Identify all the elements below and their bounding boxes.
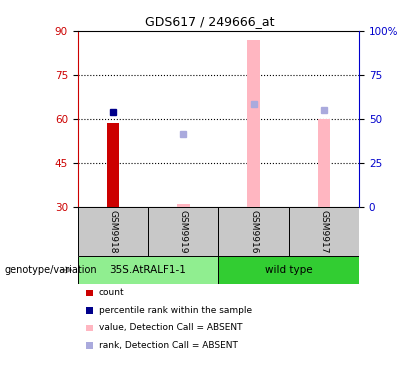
Text: rank, Detection Call = ABSENT: rank, Detection Call = ABSENT <box>99 341 238 350</box>
Bar <box>247 40 260 207</box>
Bar <box>218 256 359 284</box>
Bar <box>177 205 189 207</box>
Text: genotype/variation: genotype/variation <box>4 265 97 275</box>
Bar <box>78 256 218 284</box>
Bar <box>107 123 119 207</box>
Bar <box>78 207 148 256</box>
Text: GSM9917: GSM9917 <box>320 210 328 253</box>
Bar <box>218 207 289 256</box>
Text: wild type: wild type <box>265 265 312 275</box>
Text: count: count <box>99 288 124 297</box>
Text: value, Detection Call = ABSENT: value, Detection Call = ABSENT <box>99 324 242 332</box>
Bar <box>289 207 359 256</box>
Text: GSM9916: GSM9916 <box>249 210 258 253</box>
Text: GSM9919: GSM9919 <box>179 210 188 253</box>
Text: 35S.AtRALF1-1: 35S.AtRALF1-1 <box>110 265 186 275</box>
Text: GSM9918: GSM9918 <box>108 210 117 253</box>
Text: percentile rank within the sample: percentile rank within the sample <box>99 306 252 315</box>
Bar <box>148 207 218 256</box>
Text: GDS617 / 249666_at: GDS617 / 249666_at <box>145 15 275 29</box>
Bar <box>318 119 330 207</box>
